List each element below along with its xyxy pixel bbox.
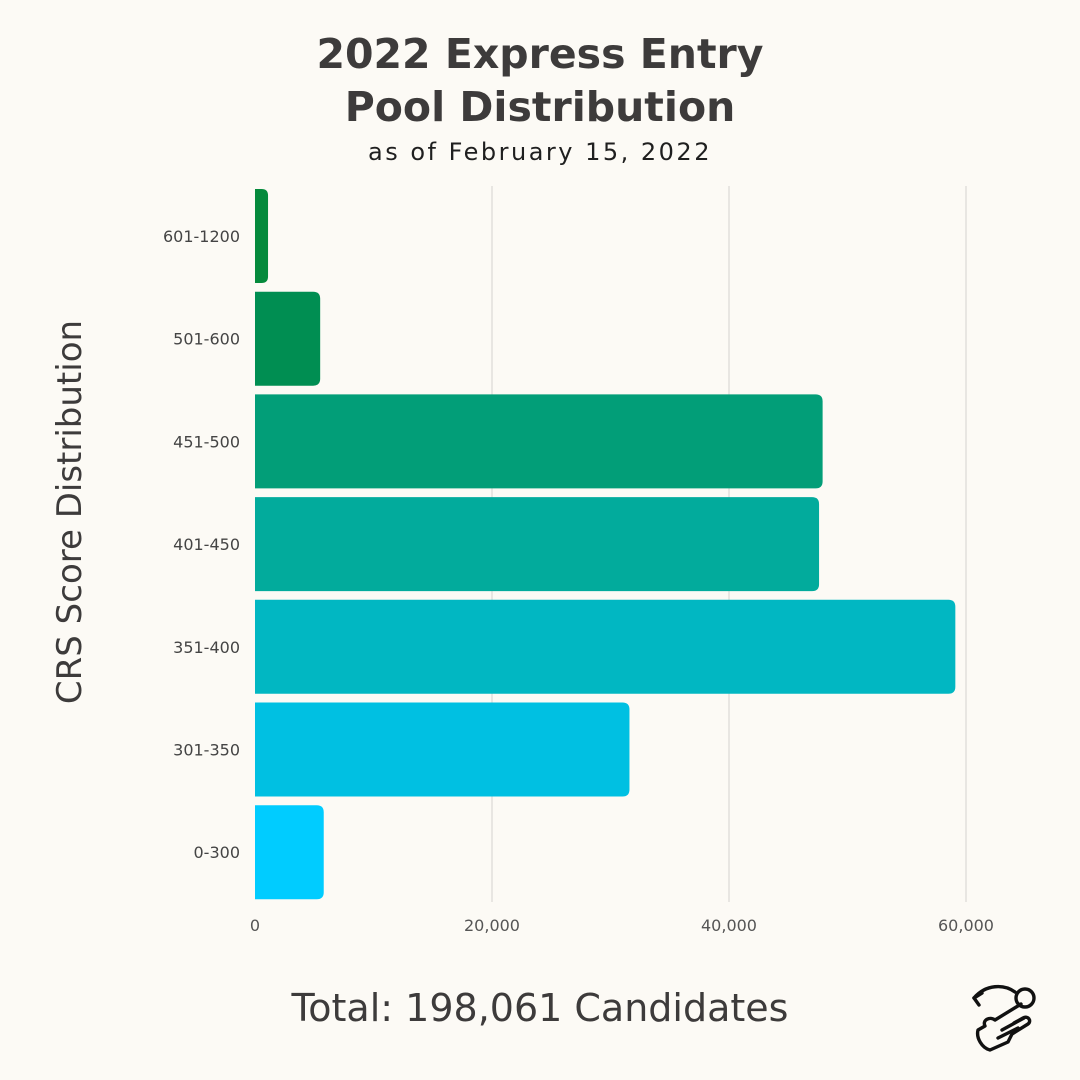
x-tick-labels: 0 20,000 40,000 60,000 xyxy=(250,916,994,935)
chart-subtitle: as of February 15, 2022 xyxy=(368,138,712,166)
category-label: 0-300 xyxy=(194,843,241,862)
bar-351-400 xyxy=(255,599,956,694)
category-label: 301-350 xyxy=(173,741,240,760)
bar-401-450 xyxy=(255,497,820,592)
category-labels: 601-1200 501-600 451-500 401-450 351-400 301-… xyxy=(163,227,240,862)
category-label: 451-500 xyxy=(173,432,240,451)
category-label: 601-1200 xyxy=(163,227,240,246)
x-tick-label: 20,000 xyxy=(464,916,520,935)
x-tick-label: 60,000 xyxy=(938,916,994,935)
bar-501-600 xyxy=(255,291,321,386)
category-label: 401-450 xyxy=(173,535,240,554)
category-label: 501-600 xyxy=(173,330,240,349)
bar-301-350 xyxy=(255,702,630,797)
bar-451-500 xyxy=(255,394,823,489)
x-tick-label: 40,000 xyxy=(701,916,757,935)
bar-0-300 xyxy=(255,805,324,900)
swipe-hand-icon[interactable] xyxy=(968,980,1046,1062)
chart-title-line-2: Pool Distribution xyxy=(344,83,736,131)
x-tick-label: 0 xyxy=(250,916,260,935)
category-label: 351-400 xyxy=(173,638,240,657)
chart-title-line-1: 2022 Express Entry xyxy=(316,30,764,78)
total-candidates: Total: 198,061 Candidates xyxy=(291,986,789,1030)
bar-601-1200 xyxy=(255,189,269,283)
bars xyxy=(255,189,956,900)
chart-title: 2022 Express Entry Pool Distribution xyxy=(0,28,1080,134)
